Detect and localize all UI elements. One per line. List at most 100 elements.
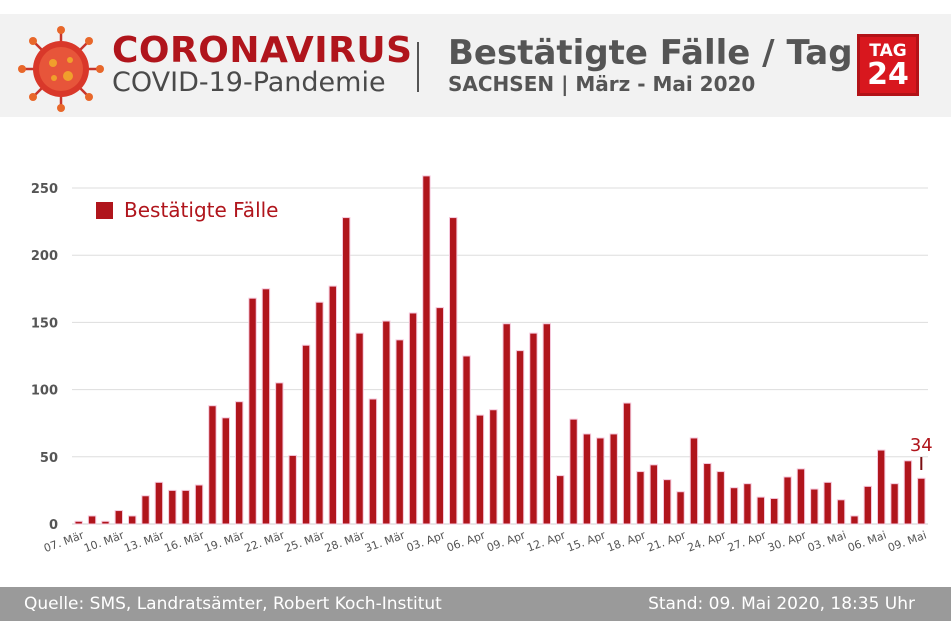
bar bbox=[208, 405, 217, 525]
x-tick-label: 13. Mär bbox=[122, 528, 166, 555]
last-value-annotation: 34 bbox=[910, 435, 933, 470]
x-tick-label: 27. Apr bbox=[726, 528, 769, 554]
bar bbox=[114, 510, 123, 525]
bar bbox=[676, 491, 685, 525]
x-tick-label: 28. Mär bbox=[323, 528, 367, 555]
bar bbox=[288, 454, 297, 525]
y-tick-label: 0 bbox=[49, 518, 58, 533]
x-tick-label: 19. Mär bbox=[203, 528, 247, 555]
bar bbox=[890, 483, 899, 525]
bar bbox=[275, 382, 284, 525]
bar bbox=[235, 401, 244, 525]
bar bbox=[301, 344, 311, 525]
bar bbox=[449, 217, 458, 525]
bar bbox=[703, 463, 712, 525]
x-tick-label: 25. Mär bbox=[283, 528, 327, 555]
bar bbox=[248, 297, 257, 525]
bar bbox=[649, 464, 658, 525]
bar bbox=[368, 398, 378, 525]
timestamp: Stand: 09. Mai 2020, 18:35 Uhr bbox=[648, 594, 915, 614]
bar bbox=[863, 485, 872, 525]
bar bbox=[395, 339, 404, 525]
bar bbox=[87, 515, 97, 525]
bar bbox=[836, 499, 846, 525]
x-tick-label: 10. Mär bbox=[82, 528, 126, 555]
bar bbox=[261, 288, 271, 525]
legend-swatch bbox=[96, 202, 113, 219]
bar bbox=[636, 471, 645, 525]
y-tick-label: 100 bbox=[31, 384, 58, 399]
bar bbox=[141, 495, 150, 525]
bar bbox=[810, 488, 819, 525]
x-tick-label: 09. Apr bbox=[485, 528, 528, 554]
x-tick-label: 06. Apr bbox=[445, 528, 488, 554]
bar bbox=[435, 307, 444, 525]
x-tick-label: 22. Mär bbox=[243, 528, 287, 555]
bar bbox=[74, 520, 83, 525]
last-value-label: 34 bbox=[910, 435, 933, 456]
bar bbox=[475, 414, 485, 525]
title-pandemic: COVID-19-Pandemie bbox=[112, 67, 386, 98]
bar bbox=[489, 409, 498, 525]
logo-text-top: TAG bbox=[869, 41, 907, 61]
chart-title: Bestätigte Fälle / Tag bbox=[448, 33, 853, 73]
bar bbox=[342, 217, 351, 525]
bar bbox=[917, 477, 926, 525]
x-tick-label: 24. Apr bbox=[686, 528, 729, 554]
bar bbox=[796, 468, 806, 525]
legend-label: Bestätigte Fälle bbox=[124, 198, 278, 222]
bar bbox=[877, 449, 886, 525]
bar bbox=[850, 515, 859, 525]
x-tick-label: 06. Mai bbox=[846, 529, 888, 555]
bar bbox=[743, 483, 752, 525]
x-tick-label: 03. Apr bbox=[405, 528, 448, 554]
bar bbox=[315, 301, 324, 525]
logo-text-bottom: 24 bbox=[867, 57, 909, 92]
bar bbox=[596, 437, 605, 525]
bar bbox=[729, 487, 739, 525]
bar bbox=[168, 489, 177, 525]
y-tick-label: 200 bbox=[31, 249, 58, 264]
bar bbox=[569, 418, 578, 525]
bar bbox=[783, 476, 792, 525]
x-tick-label: 31. Mär bbox=[363, 528, 407, 555]
bar bbox=[462, 355, 471, 525]
bar bbox=[609, 433, 618, 525]
bar bbox=[622, 402, 632, 525]
bar bbox=[355, 332, 364, 525]
bar bbox=[770, 497, 779, 525]
bar bbox=[756, 496, 765, 525]
bar bbox=[408, 312, 418, 525]
bar bbox=[181, 489, 190, 525]
x-tick-label: 03. Mai bbox=[806, 529, 848, 555]
bar bbox=[221, 417, 230, 525]
bar bbox=[328, 285, 337, 525]
x-tick-label: 30. Apr bbox=[766, 528, 809, 554]
x-tick-label: 12. Apr bbox=[525, 528, 568, 554]
header-band: CORONAVIRUS COVID-19-Pandemie Bestätigte… bbox=[0, 14, 951, 117]
y-tick-label: 250 bbox=[31, 182, 58, 197]
header-divider bbox=[417, 42, 419, 92]
tag24-logo[interactable]: TAG 24 bbox=[857, 34, 919, 96]
bar bbox=[823, 481, 832, 525]
x-tick-label: 15. Apr bbox=[565, 528, 608, 554]
title-coronavirus: CORONAVIRUS bbox=[112, 30, 413, 71]
x-tick-label: 09. Mai bbox=[886, 529, 928, 555]
bar bbox=[556, 475, 565, 525]
y-tick-label: 150 bbox=[31, 316, 58, 331]
x-tick-label: 16. Mär bbox=[162, 528, 206, 555]
bar bbox=[663, 479, 672, 525]
source-note: Quelle: SMS, Landratsämter, Robert Koch-… bbox=[24, 594, 442, 614]
bar bbox=[542, 323, 551, 525]
bars bbox=[74, 175, 926, 525]
bar bbox=[716, 471, 725, 525]
footer-bar: Quelle: SMS, Landratsämter, Robert Koch-… bbox=[0, 587, 951, 621]
bar bbox=[422, 175, 431, 525]
bar bbox=[194, 484, 204, 525]
bar bbox=[582, 433, 592, 525]
chart-subtitle: SACHSEN | März - Mai 2020 bbox=[448, 72, 756, 96]
bar bbox=[101, 520, 110, 525]
coronavirus-icon bbox=[18, 26, 104, 112]
